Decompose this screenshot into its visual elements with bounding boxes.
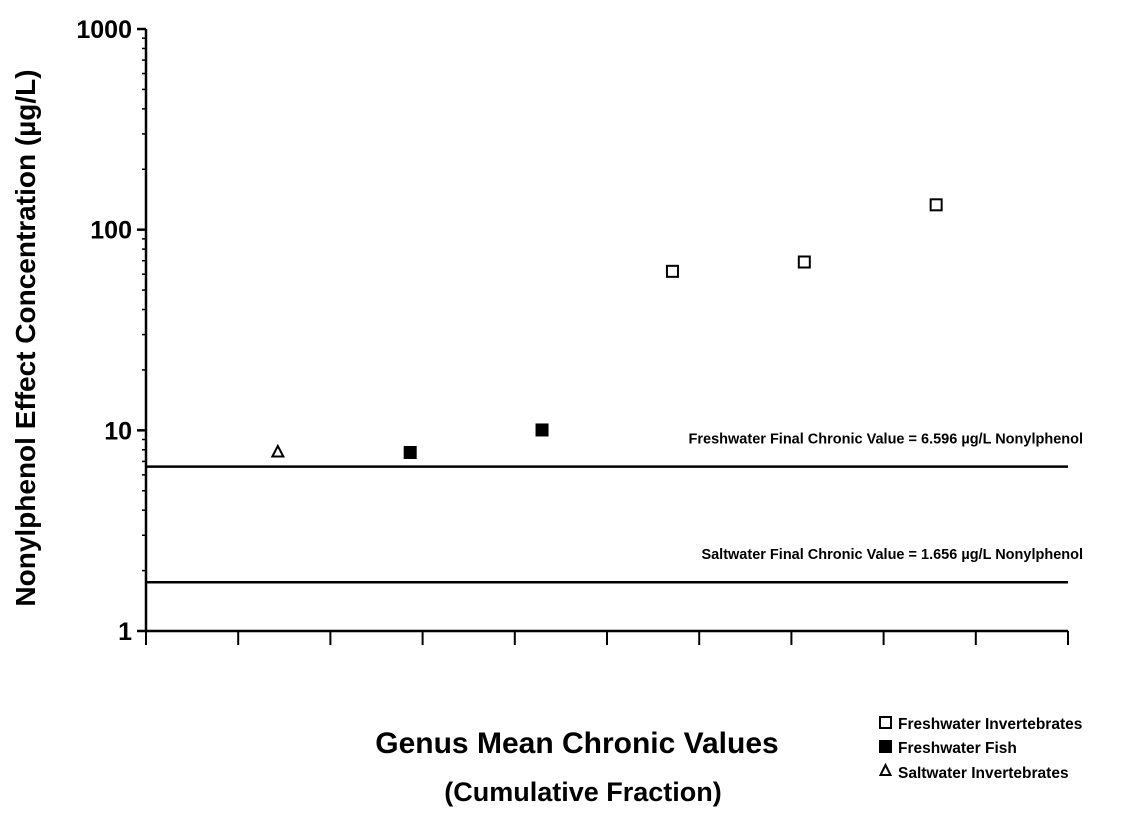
legend-marker-saltwater-invertebrates	[878, 762, 893, 776]
axes: 1 10 100 1000	[76, 16, 1069, 646]
freshwater-fcv-label: Freshwater Final Chronic Value = 6.596 µ…	[689, 432, 1083, 448]
y-tick-label: 1000	[76, 16, 132, 44]
x-axis-label: Genus Mean Chronic Values	[375, 727, 778, 760]
legend-marker-freshwater-invertebrates	[879, 716, 892, 729]
legend-label-freshwater-fish: Freshwater Fish	[898, 740, 1017, 757]
point-freshwater-invertebrates	[929, 198, 943, 212]
y-ticks: 1 10 100 1000	[76, 16, 146, 646]
y-tick-label: 100	[90, 217, 132, 245]
legend-label-freshwater-invertebrates: Freshwater Invertebrates	[898, 716, 1082, 733]
y-tick-label: 1	[118, 618, 132, 646]
data-points	[270, 198, 943, 459]
legend-marker-freshwater-fish	[879, 740, 892, 753]
point-freshwater-fish	[403, 445, 417, 459]
point-freshwater-invertebrates	[797, 255, 811, 269]
x-axis-sublabel: (Cumulative Fraction)	[444, 777, 722, 807]
point-freshwater-fish	[535, 423, 549, 437]
y-tick-label: 10	[104, 417, 132, 445]
x-ticks	[145, 631, 1069, 645]
legend-label-saltwater-invertebrates: Saltwater Invertebrates	[898, 765, 1069, 782]
legend: Freshwater Invertebrates Freshwater Fish…	[878, 716, 1082, 782]
y-axis-label: Nonylphenol Effect Concentration (µg/L)	[10, 69, 41, 606]
reference-lines: Freshwater Final Chronic Value = 6.596 µ…	[146, 432, 1083, 584]
point-freshwater-invertebrates	[665, 264, 679, 278]
saltwater-fcv-label: Saltwater Final Chronic Value = 1.656 µg…	[701, 547, 1083, 563]
point-saltwater-invertebrates	[270, 443, 285, 458]
